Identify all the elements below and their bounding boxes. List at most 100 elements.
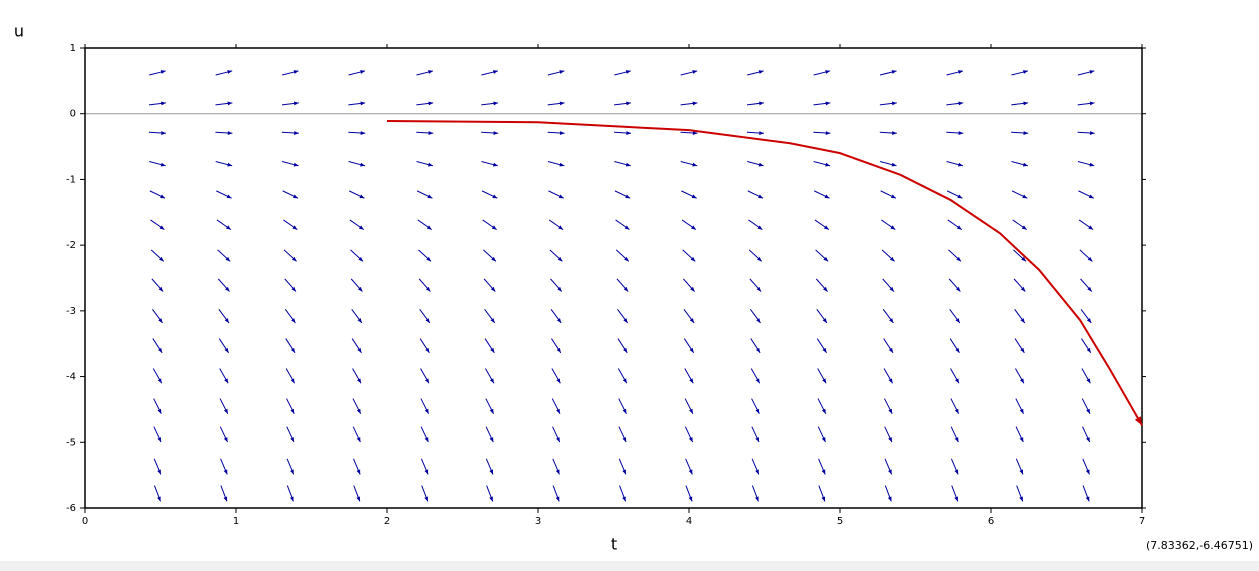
field-arrow	[946, 70, 964, 76]
y-tick-label: -1	[66, 174, 76, 185]
field-arrow	[149, 161, 166, 167]
field-arrow	[286, 485, 294, 502]
field-arrow	[1011, 101, 1029, 106]
field-arrow	[1013, 249, 1027, 262]
field-arrow	[879, 131, 897, 135]
field-arrow	[548, 190, 565, 199]
field-arrow	[285, 338, 296, 354]
field-arrow	[416, 101, 434, 106]
field-arrow	[1015, 426, 1024, 443]
field-arrow	[681, 219, 697, 231]
solution-arrowhead	[1134, 416, 1142, 426]
field-arrow	[1081, 368, 1091, 384]
x-tick-label: 0	[82, 516, 88, 527]
field-arrow	[1081, 398, 1091, 414]
field-arrow	[220, 485, 228, 502]
field-arrow	[481, 131, 499, 135]
field-arrow	[348, 131, 366, 135]
field-arrow	[614, 101, 632, 106]
field-arrow	[149, 190, 166, 199]
field-arrow	[1082, 485, 1090, 502]
field-arrow	[813, 101, 831, 106]
field-arrow	[153, 426, 162, 443]
plot-frame	[84, 47, 1143, 509]
x-tick-label: 3	[535, 516, 541, 527]
field-arrow	[152, 368, 163, 384]
y-tick-label: 0	[70, 109, 76, 120]
field-arrow	[1078, 219, 1094, 231]
field-arrow	[618, 458, 627, 475]
x-tick-label: 6	[988, 516, 994, 527]
field-arrow	[749, 308, 761, 324]
field-arrow	[817, 426, 826, 443]
field-arrow	[814, 219, 830, 231]
field-arrow	[1082, 426, 1091, 443]
field-arrow	[217, 278, 230, 292]
field-arrow	[619, 485, 627, 502]
field-arrow	[614, 190, 631, 199]
field-arrow	[481, 101, 499, 106]
field-arrow	[746, 131, 764, 135]
y-axis-label: u	[14, 22, 24, 41]
field-arrow	[350, 278, 363, 292]
field-arrow	[614, 70, 631, 76]
field-arrow	[1079, 249, 1093, 262]
field-arrow	[552, 458, 560, 475]
field-arrow	[748, 249, 763, 262]
field-arrow	[680, 70, 698, 76]
field-arrow	[485, 398, 494, 414]
field-arrow	[879, 161, 897, 167]
field-arrow	[419, 308, 431, 324]
field-arrow	[1080, 278, 1093, 292]
field-arrow	[815, 249, 829, 262]
field-arrow	[148, 101, 166, 106]
x-tick-label: 4	[686, 516, 692, 527]
field-arrow	[419, 338, 430, 354]
y-tick-label: 1	[70, 43, 76, 54]
field-arrow	[817, 398, 827, 414]
field-arrow	[747, 161, 764, 167]
field-arrow	[884, 485, 892, 502]
field-arrow	[282, 190, 299, 199]
y-tick-label: -5	[66, 437, 76, 448]
field-arrow	[286, 398, 295, 414]
field-arrow	[751, 426, 760, 443]
field-arrow	[680, 131, 698, 135]
x-tick-label: 7	[1139, 516, 1145, 527]
field-arrow	[1077, 131, 1095, 135]
field-arrow	[1011, 131, 1029, 135]
field-arrow	[948, 278, 961, 292]
field-arrow	[683, 338, 695, 354]
field-arrow	[547, 161, 565, 167]
field-arrow	[420, 458, 429, 475]
field-arrow	[946, 190, 963, 199]
field-arrow	[1081, 338, 1092, 354]
field-arrow	[1077, 161, 1095, 167]
field-arrow	[813, 190, 830, 199]
field-arrow	[884, 398, 893, 414]
field-arrow	[949, 308, 961, 324]
field-arrow	[418, 249, 432, 262]
field-arrow	[1016, 485, 1024, 502]
field-arrow	[948, 249, 962, 262]
field-arrow	[481, 190, 498, 199]
field-arrow	[950, 398, 960, 414]
field-arrow	[351, 308, 363, 324]
field-arrow	[614, 161, 631, 167]
field-arrow	[813, 131, 831, 135]
field-arrow	[216, 219, 232, 231]
field-arrow	[750, 338, 761, 354]
field-arrow	[1082, 458, 1090, 475]
field-arrow	[416, 161, 434, 167]
field-arrow	[152, 338, 163, 354]
field-arrow	[615, 219, 630, 231]
field-arrow	[1077, 101, 1095, 106]
field-arrow	[215, 161, 233, 167]
field-arrow	[283, 219, 298, 231]
field-arrow	[884, 458, 893, 475]
field-arrow	[1011, 190, 1028, 199]
field-arrow	[219, 426, 228, 443]
field-arrow	[547, 70, 565, 76]
field-arrow	[420, 426, 429, 443]
field-arrow	[153, 398, 162, 414]
